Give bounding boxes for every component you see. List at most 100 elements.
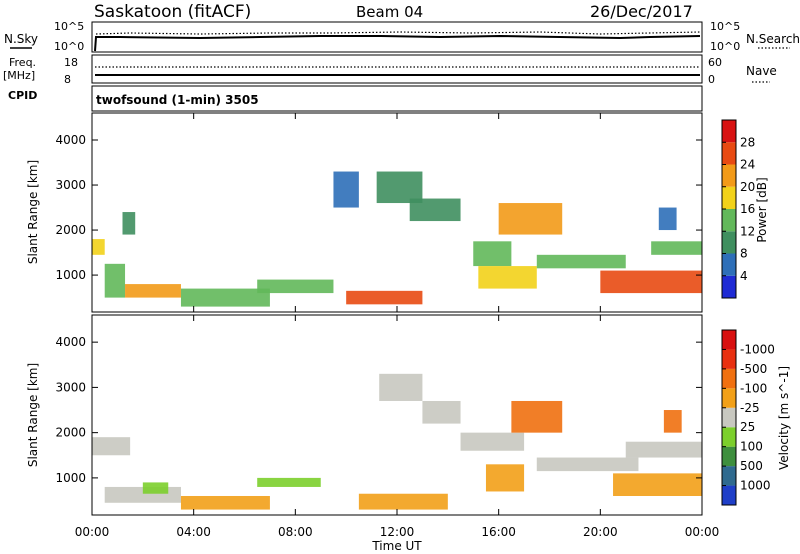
colorbar-tick-label: 25 [740, 420, 755, 434]
scatter-region [600, 270, 702, 294]
scatter-region [358, 493, 448, 510]
power-colorbar-label: Power [dB] [755, 177, 769, 242]
colorbar-tick-label: -25 [740, 401, 760, 415]
x-tick-label: 20:00 [583, 525, 618, 539]
scatter-region [485, 464, 525, 492]
scatter-region [498, 203, 563, 235]
velocity-ylabel: Slant Range [km] [26, 363, 40, 467]
velocity-y-axis: 1000 2000 3000 4000 [55, 335, 702, 485]
scatter-region [92, 437, 131, 456]
scatter-region [460, 432, 525, 451]
velocity-x-ticks [91, 315, 703, 515]
scatter-region [257, 279, 334, 294]
scatter-region [92, 239, 105, 255]
colorbar-segment [722, 485, 736, 505]
colorbar-segment [722, 349, 736, 369]
velocity-colorbar-label: Velocity [m s^-1] [777, 366, 791, 470]
power-y-axis: 1000 2000 3000 4000 [55, 133, 702, 282]
freq-tick-bottom: 8 [64, 73, 71, 86]
colorbar-frame [721, 329, 737, 506]
scatter-region [180, 288, 270, 307]
nsky-panel: N.Sky 10^5 10^0 10^5 10^0 N.Search [4, 20, 800, 53]
y-tick-label: 1000 [55, 471, 86, 485]
scatter-region [180, 495, 270, 510]
scatter-region [625, 441, 702, 458]
cpid-label: CPID [8, 89, 37, 102]
y-tick-label: 2000 [55, 223, 86, 237]
scatter-region [122, 212, 136, 235]
colorbar-tick-label: 1000 [740, 479, 771, 493]
scatter-region [379, 373, 423, 401]
scatter-region [257, 477, 321, 487]
colorbar-tick-label: 12 [740, 224, 755, 238]
power-data-regions [92, 171, 702, 307]
colorbar-tick-label: 500 [740, 459, 763, 473]
scatter-region [104, 263, 126, 298]
nsky-tick-bottom: 10^0 [54, 40, 84, 53]
scatter-region [142, 482, 169, 494]
x-tick-label: 00:00 [75, 525, 110, 539]
colorbar-segment [722, 186, 736, 209]
nave-label: Nave [746, 64, 777, 78]
colorbar-segment [722, 388, 736, 408]
y-tick-label: 4000 [55, 335, 86, 349]
x-tick-label: 16:00 [481, 525, 516, 539]
colorbar-segment [722, 368, 736, 389]
colorbar-segment [722, 120, 736, 143]
freq-label: Freq. [9, 56, 36, 69]
colorbar-tick-label: -1000 [740, 342, 775, 356]
cpid-value: twofsound (1-min) 3505 [96, 93, 259, 107]
power-x-ticks [91, 113, 703, 312]
colorbar-segment [722, 275, 736, 298]
freq-unit: [MHz] [3, 69, 35, 82]
y-tick-label: 2000 [55, 426, 86, 440]
scatter-region [651, 241, 702, 255]
nsky-tick-top: 10^5 [54, 20, 84, 33]
time-axis-labels: 00:00 04:00 08:00 12:00 16:00 20:00 00:00 [75, 525, 720, 539]
velocity-colorbar: 1000 500 100 25 -25 -100 -500 -1000 [721, 329, 775, 506]
scatter-region [613, 473, 702, 496]
x-tick-label: 00:00 [685, 525, 720, 539]
scatter-region [536, 254, 626, 269]
velocity-panel: 1000 2000 3000 4000 Slant Range [km] 1000 50… [26, 314, 791, 516]
colorbar-segment [722, 427, 736, 447]
nsearch-label: N.Search [746, 32, 800, 46]
colorbar-tick-label: 8 [740, 247, 748, 261]
nsearch-trace [95, 31, 701, 35]
colorbar-segment [722, 466, 736, 486]
colorbar-tick-label: 4 [740, 269, 748, 283]
x-tick-label: 12:00 [380, 525, 415, 539]
y-tick-label: 4000 [55, 133, 86, 147]
scatter-region [125, 284, 181, 298]
colorbar-segment [722, 330, 736, 350]
date-title: 26/Dec/2017 [590, 2, 693, 21]
colorbar-tick-label: 24 [740, 158, 755, 172]
scatter-region [422, 400, 461, 424]
colorbar-segment [722, 209, 736, 232]
colorbar-segment [722, 142, 736, 165]
x-tick-label: 08:00 [278, 525, 313, 539]
scatter-region [376, 171, 423, 204]
scatter-region [478, 266, 537, 289]
colorbar-segment [722, 407, 736, 428]
nsearch-tick-top: 10^5 [710, 20, 740, 33]
colorbar-tick-label: 100 [740, 440, 763, 454]
beam-title: Beam 04 [356, 3, 423, 21]
velocity-plot-frame [92, 315, 702, 515]
colorbar-tick-label: 20 [740, 180, 755, 194]
scatter-region [663, 410, 682, 433]
colorbar-tick-label: -500 [740, 362, 767, 376]
colorbar-segment [722, 446, 736, 467]
scatter-region [333, 171, 359, 208]
scatter-region [473, 241, 512, 267]
colorbar-segment [722, 231, 736, 254]
nsearch-tick-bottom: 10^0 [710, 40, 740, 53]
nsky-trace [94, 34, 701, 52]
scatter-region [346, 290, 423, 305]
power-colorbar: 4 8 12 16 20 24 28 [721, 119, 755, 299]
y-tick-label: 3000 [55, 178, 86, 192]
velocity-data-regions [92, 373, 702, 510]
freq-tick-top: 18 [64, 56, 78, 69]
station-title: Saskatoon (fitACF) [94, 2, 251, 22]
